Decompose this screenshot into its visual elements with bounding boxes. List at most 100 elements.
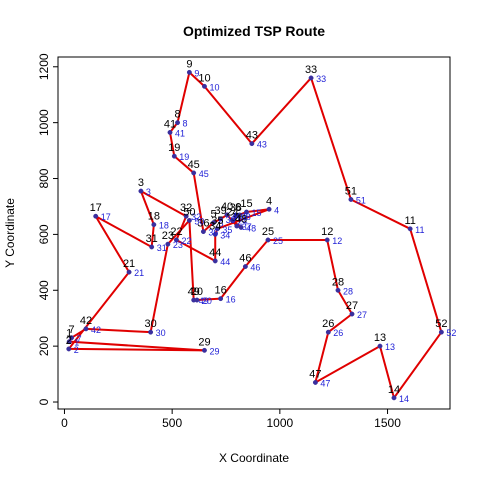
city-point [234, 223, 240, 229]
city-index-label: 50 [194, 216, 204, 226]
city-label: 34 [209, 220, 221, 232]
route-segment [169, 131, 176, 158]
city-point [171, 153, 177, 159]
city-point [218, 216, 224, 222]
city-point [149, 244, 155, 250]
city-index-label: 47 [320, 378, 330, 388]
route-segment [150, 223, 155, 248]
city-point [202, 347, 207, 353]
city-label: 50 [183, 206, 195, 218]
city-label: 40 [221, 201, 233, 213]
city-point [148, 329, 154, 335]
city-label: 41 [164, 118, 176, 130]
city-label: 18 [148, 211, 160, 223]
city-label: 12 [321, 226, 333, 238]
city-index-label: 32 [191, 212, 201, 222]
route-segment [219, 265, 247, 300]
city-label: 39 [214, 205, 226, 217]
city-label: 23 [162, 230, 174, 242]
city-label: 36 [197, 218, 209, 230]
city-point [211, 220, 216, 226]
x-tick-label: 1500 [374, 416, 401, 430]
city-point [244, 209, 249, 215]
city-point [186, 217, 192, 223]
city-point [93, 213, 99, 219]
city-point [238, 224, 244, 230]
city-point [202, 83, 207, 89]
city-index-label: 16 [226, 295, 236, 305]
city-index-label: 44 [220, 257, 230, 267]
y-tick-label: 800 [37, 168, 51, 188]
city-index-label: 4 [274, 205, 279, 215]
y-tick-label: 200 [37, 336, 51, 356]
city-point [66, 339, 72, 345]
y-tick-label: 600 [37, 224, 51, 244]
city-label: 21 [123, 258, 135, 270]
route-layer [67, 71, 443, 399]
route-segment [244, 238, 269, 268]
city-index-label: 48 [246, 223, 256, 233]
route-segment [188, 219, 195, 302]
city-label: 17 [90, 202, 102, 214]
city-point [348, 197, 354, 202]
route-segment [67, 271, 131, 350]
city-label: 25 [262, 226, 274, 238]
city-point [224, 212, 230, 218]
city-index-label: 33 [316, 74, 326, 84]
city-index-label: 45 [199, 169, 209, 179]
city-point [242, 264, 248, 269]
city-label: 44 [209, 247, 221, 259]
route-segment [327, 313, 353, 334]
city-label: 42 [80, 315, 92, 327]
route-segment [310, 76, 352, 201]
route-segment [314, 331, 330, 384]
route-segment [176, 71, 191, 124]
x-tick-label: 1000 [266, 416, 293, 430]
city-index-label: 10 [209, 82, 219, 92]
route-segment [379, 345, 395, 399]
city-index-label: 5 [219, 219, 224, 229]
city-index-label: 28 [343, 286, 353, 296]
city-index-label: 11 [415, 225, 424, 235]
city-label: 8 [174, 109, 180, 121]
city-label: 46 [239, 253, 251, 265]
city-point [325, 329, 331, 335]
city-index-label: 39 [226, 215, 236, 225]
route-segment [337, 289, 353, 316]
route-segment [175, 238, 217, 262]
route-segment [139, 190, 155, 226]
city-label: 13 [374, 332, 386, 344]
city-label: 48 [235, 213, 247, 225]
city-index-label: 35 [222, 225, 232, 235]
y-tick-label: 0 [37, 398, 51, 405]
city-point [200, 229, 206, 235]
city-label: 2 [66, 335, 72, 347]
city-point [186, 69, 192, 75]
city-point [391, 395, 397, 401]
city-label: 32 [180, 202, 192, 214]
city-label: 51 [345, 185, 357, 197]
route-segment [94, 215, 153, 248]
city-point [230, 217, 235, 223]
city-index-label: 37 [242, 222, 252, 232]
city-point [183, 213, 189, 219]
city-index-label: 23 [173, 240, 183, 250]
city-label: 7 [69, 324, 75, 336]
city-point [138, 188, 144, 194]
city-label: 9 [186, 58, 192, 70]
city-label: 35 [211, 215, 223, 227]
city-label: 27 [346, 300, 358, 312]
city-label: 16 [214, 285, 226, 297]
x-axis: 0 500 1000 1500 [61, 409, 401, 430]
city-index-label: 8 [183, 119, 188, 129]
city-index-label: 3 [146, 187, 151, 197]
city-index-label: 31 [157, 243, 167, 253]
city-point [233, 213, 239, 219]
city-index-label: 40 [232, 211, 242, 221]
route-segment [349, 198, 412, 230]
city-label: 38 [230, 202, 242, 214]
city-index-label: 17 [101, 212, 111, 222]
y-tick-label: 400 [37, 280, 51, 300]
city-index-label: 15 [251, 208, 261, 218]
city-index-label: 27 [357, 310, 367, 320]
